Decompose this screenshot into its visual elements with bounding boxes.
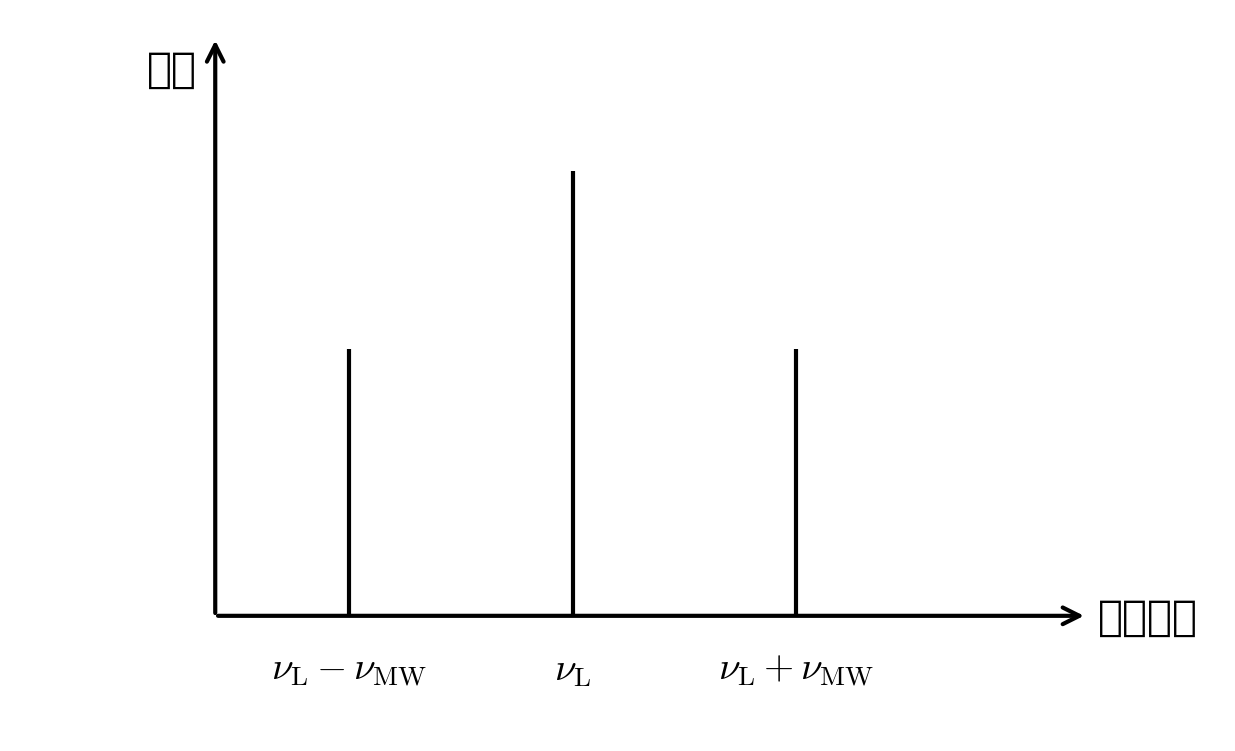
Text: $\nu_{\mathrm{L}}$: $\nu_{\mathrm{L}}$	[555, 651, 592, 689]
Text: 激光频率: 激光频率	[1098, 597, 1198, 639]
Text: 幅度: 幅度	[147, 49, 198, 91]
Text: $\nu_{\mathrm{L}} + \nu_{\mathrm{MW}}$: $\nu_{\mathrm{L}} + \nu_{\mathrm{MW}}$	[719, 651, 874, 689]
Text: $\nu_{\mathrm{L}} - \nu_{\mathrm{MW}}$: $\nu_{\mathrm{L}} - \nu_{\mathrm{MW}}$	[272, 651, 427, 689]
